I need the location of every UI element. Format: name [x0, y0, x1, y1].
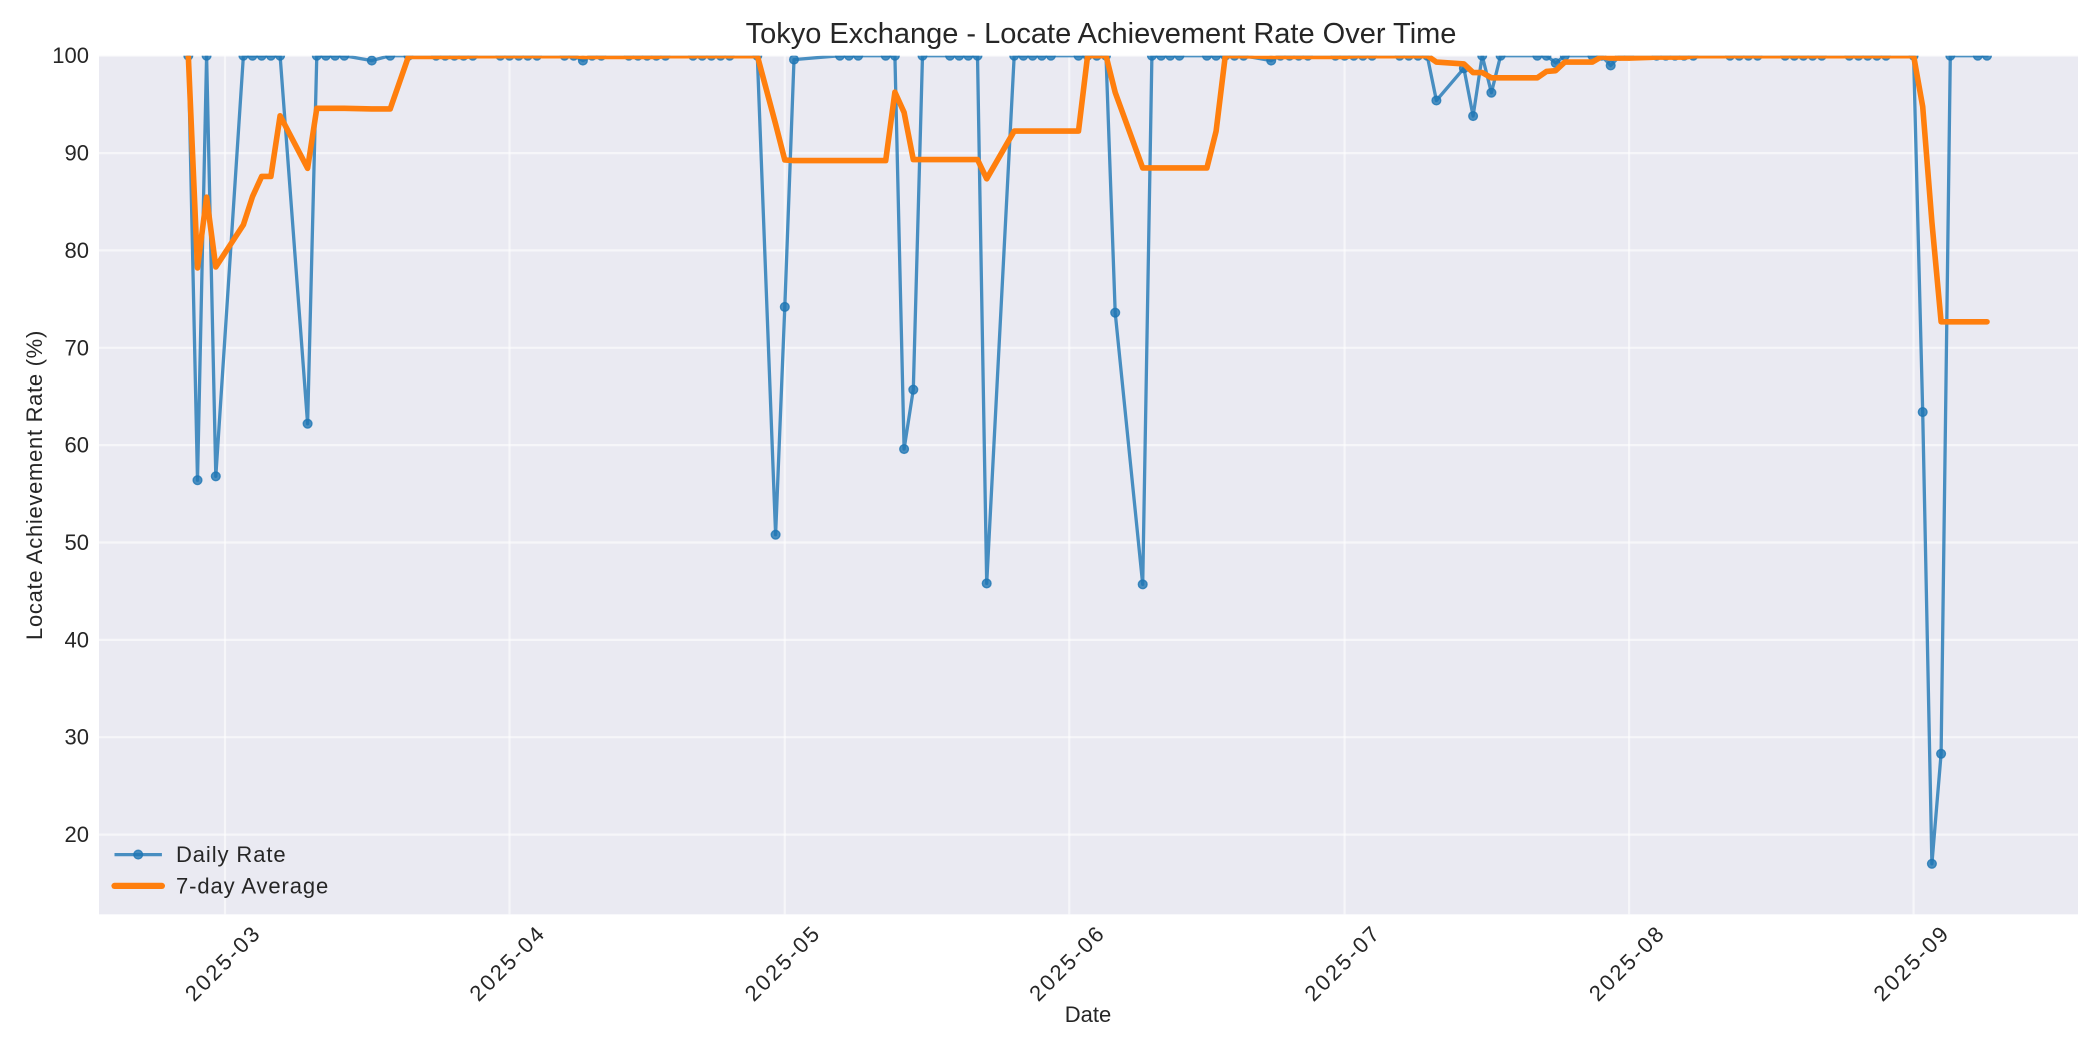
svg-text:Date: Date — [1065, 1002, 1111, 1027]
svg-text:50: 50 — [65, 530, 89, 555]
svg-text:60: 60 — [65, 433, 89, 458]
svg-text:30: 30 — [65, 725, 89, 750]
svg-text:70: 70 — [65, 335, 89, 360]
svg-text:7-day Average: 7-day Average — [176, 874, 329, 899]
svg-text:90: 90 — [65, 141, 89, 166]
svg-text:Tokyo Exchange - Locate Achiev: Tokyo Exchange - Locate Achievement Rate… — [746, 18, 1457, 50]
svg-text:80: 80 — [65, 238, 89, 263]
svg-text:100: 100 — [52, 43, 89, 68]
svg-text:40: 40 — [65, 627, 89, 652]
svg-text:Locate Achievement Rate (%): Locate Achievement Rate (%) — [22, 330, 47, 640]
svg-text:20: 20 — [65, 822, 89, 847]
svg-text:Daily Rate: Daily Rate — [176, 842, 286, 867]
